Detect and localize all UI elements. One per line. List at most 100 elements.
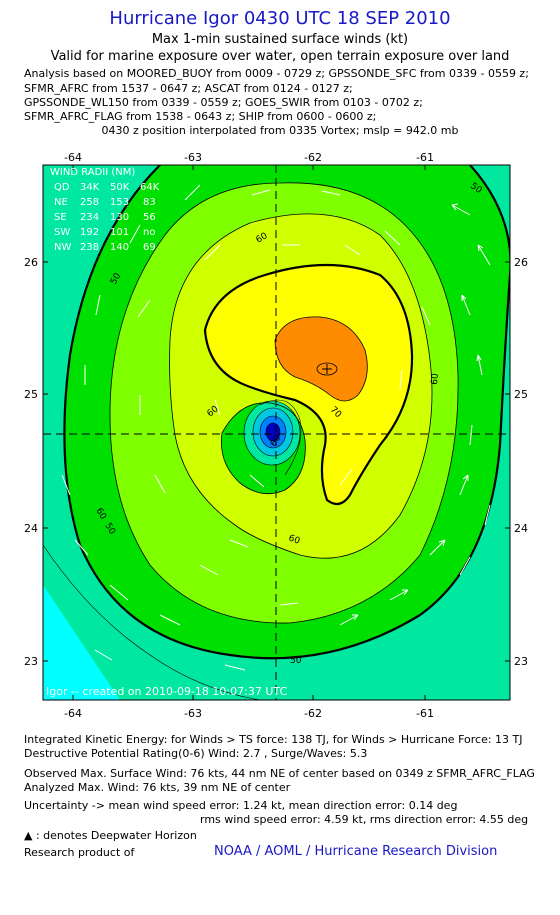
tick — [72, 165, 426, 170]
lat-label-right: 25 — [514, 388, 528, 401]
lat-label-left: 25 — [24, 388, 38, 401]
wind-vector — [129, 224, 141, 244]
lon-label-top: -62 — [304, 151, 322, 164]
wind-radii-cell: 192 — [80, 227, 99, 238]
lat-label-left: 24 — [24, 522, 38, 535]
wind-radii-cell: no — [143, 227, 155, 238]
wind-vector — [137, 299, 151, 318]
contour-70 — [169, 213, 433, 559]
wind-radii-cell: 101 — [110, 227, 129, 238]
wind-radii-cell: 130 — [110, 212, 129, 223]
lon-label-top: -61 — [416, 151, 434, 164]
wind-radii-cell: 69 — [143, 242, 156, 253]
wind-vector — [279, 602, 299, 606]
contour-max — [316, 362, 338, 376]
wind-radii-cell: 83 — [143, 197, 156, 208]
wind-radii-cell: NW — [54, 242, 71, 253]
wind-vector — [204, 244, 221, 261]
deepwater-note: : denotes Deepwater Horizon — [35, 829, 197, 842]
eye-contour-4 — [265, 422, 281, 442]
wind-vector — [384, 230, 401, 246]
lat-label-left: 23 — [24, 655, 38, 668]
contour-60 — [109, 182, 459, 624]
wind-radii-cell: NE — [54, 197, 68, 208]
wind-vector — [224, 664, 246, 671]
validity-note: Valid for marine exposure over water, op… — [50, 49, 510, 64]
deepwater-legend: ▲ : denotes Deepwater Horizon — [24, 829, 197, 843]
wind-radii-cell: 234 — [80, 212, 99, 223]
contour-72 — [203, 263, 414, 506]
wind-vector — [429, 539, 446, 556]
wind-vector — [321, 190, 341, 196]
orange-zone — [275, 316, 368, 401]
lon-label-bottom: -63 — [184, 707, 202, 720]
analysis-line-1: Analysis based on MOORED_BUOY from 0009 … — [24, 67, 529, 80]
wind-vector — [95, 294, 101, 316]
wind-vector — [451, 203, 471, 216]
wind-radii-cell: 238 — [80, 242, 99, 253]
wind-vector — [339, 614, 359, 626]
contour-label: 60 — [287, 533, 301, 546]
contour-50-sw — [43, 544, 261, 700]
tick — [43, 261, 48, 662]
eye-contour-2 — [252, 407, 294, 457]
contour-label: 50 — [290, 656, 302, 666]
wind-vector — [344, 244, 361, 256]
contour-lines — [43, 165, 510, 700]
map-title: Hurricane Igor 0430 UTC 18 SEP 2010 — [109, 8, 451, 29]
wind-contour-fill — [43, 165, 510, 700]
wind-vector — [389, 589, 409, 601]
wind-vector — [477, 244, 491, 266]
wind-radii-header: QD — [54, 182, 70, 193]
wind-vector — [421, 306, 431, 326]
wind-radii-cell: SE — [54, 212, 67, 223]
wind-radii-table: WIND RADII (NM) QD 34K 50K 64K NE 258 15… — [50, 167, 160, 253]
wind-vector — [61, 474, 71, 496]
wind-vector — [469, 424, 473, 446]
wind-vector — [159, 614, 181, 626]
noaa-aoml-link[interactable]: NOAA / AOML / Hurricane Research Divisio… — [214, 844, 498, 859]
wind-vector — [399, 369, 403, 391]
wind-vector — [459, 474, 469, 496]
eye-contour-1 — [243, 400, 301, 466]
wind-vector — [109, 584, 129, 601]
axis-labels: -64 -63 -62 -61 -64 -63 -62 -61 26 25 24… — [24, 151, 528, 720]
map-subtitle: Max 1-min sustained surface winds (kt) — [151, 32, 409, 47]
contour-74 — [274, 316, 368, 402]
lat-label-left: 26 — [24, 256, 38, 269]
contour-50-outer — [63, 165, 510, 660]
uncertainty-line-2: rms wind speed error: 4.59 kt, rms direc… — [200, 813, 529, 826]
axis-ticks — [43, 165, 510, 700]
wind-vector — [199, 564, 219, 576]
wind-vector — [154, 474, 166, 494]
plot-frame — [42, 164, 511, 701]
wind-radii-cell: 56 — [143, 212, 156, 223]
contour-label: 60 — [430, 373, 441, 386]
observed-max-line: Observed Max. Surface Wind: 76 kts, 44 n… — [24, 767, 535, 780]
position-note: 0430 z position interpolated from 0335 V… — [101, 124, 459, 137]
wind-vector — [476, 354, 483, 376]
lon-label-top: -64 — [64, 151, 82, 164]
lat-label-right: 23 — [514, 655, 528, 668]
lat-label-right: 24 — [514, 522, 528, 535]
ike-line: Integrated Kinetic Energy: for Winds > T… — [24, 733, 523, 746]
wind-vector — [184, 184, 201, 201]
wind-vector — [251, 189, 271, 196]
contour-labels: 50 60 70 60 50 60 50 60 50 60 60 — [93, 181, 483, 666]
wind-radii-title: WIND RADII (NM) — [50, 167, 135, 178]
wind-vector — [461, 294, 471, 316]
lat-label-right: 26 — [514, 256, 528, 269]
wind-vector — [229, 539, 249, 548]
max-wind-marker — [322, 364, 332, 374]
cyan-zone — [43, 585, 120, 700]
triangle-icon: ▲ — [24, 829, 33, 842]
wind-vector — [74, 539, 89, 556]
yellow-zone — [205, 265, 413, 504]
wind-field-map: -64 -63 -62 -61 -64 -63 -62 -61 26 25 24… — [0, 145, 560, 725]
wind-radii-header: 34K — [80, 182, 100, 193]
wind-radii-cell: SW — [54, 227, 70, 238]
lon-label-top: -63 — [184, 151, 202, 164]
analysis-line-2: SFMR_AFRC from 1537 - 0647 z; ASCAT from… — [24, 82, 353, 95]
wind-vector — [459, 556, 471, 576]
wind-vector — [94, 649, 113, 661]
